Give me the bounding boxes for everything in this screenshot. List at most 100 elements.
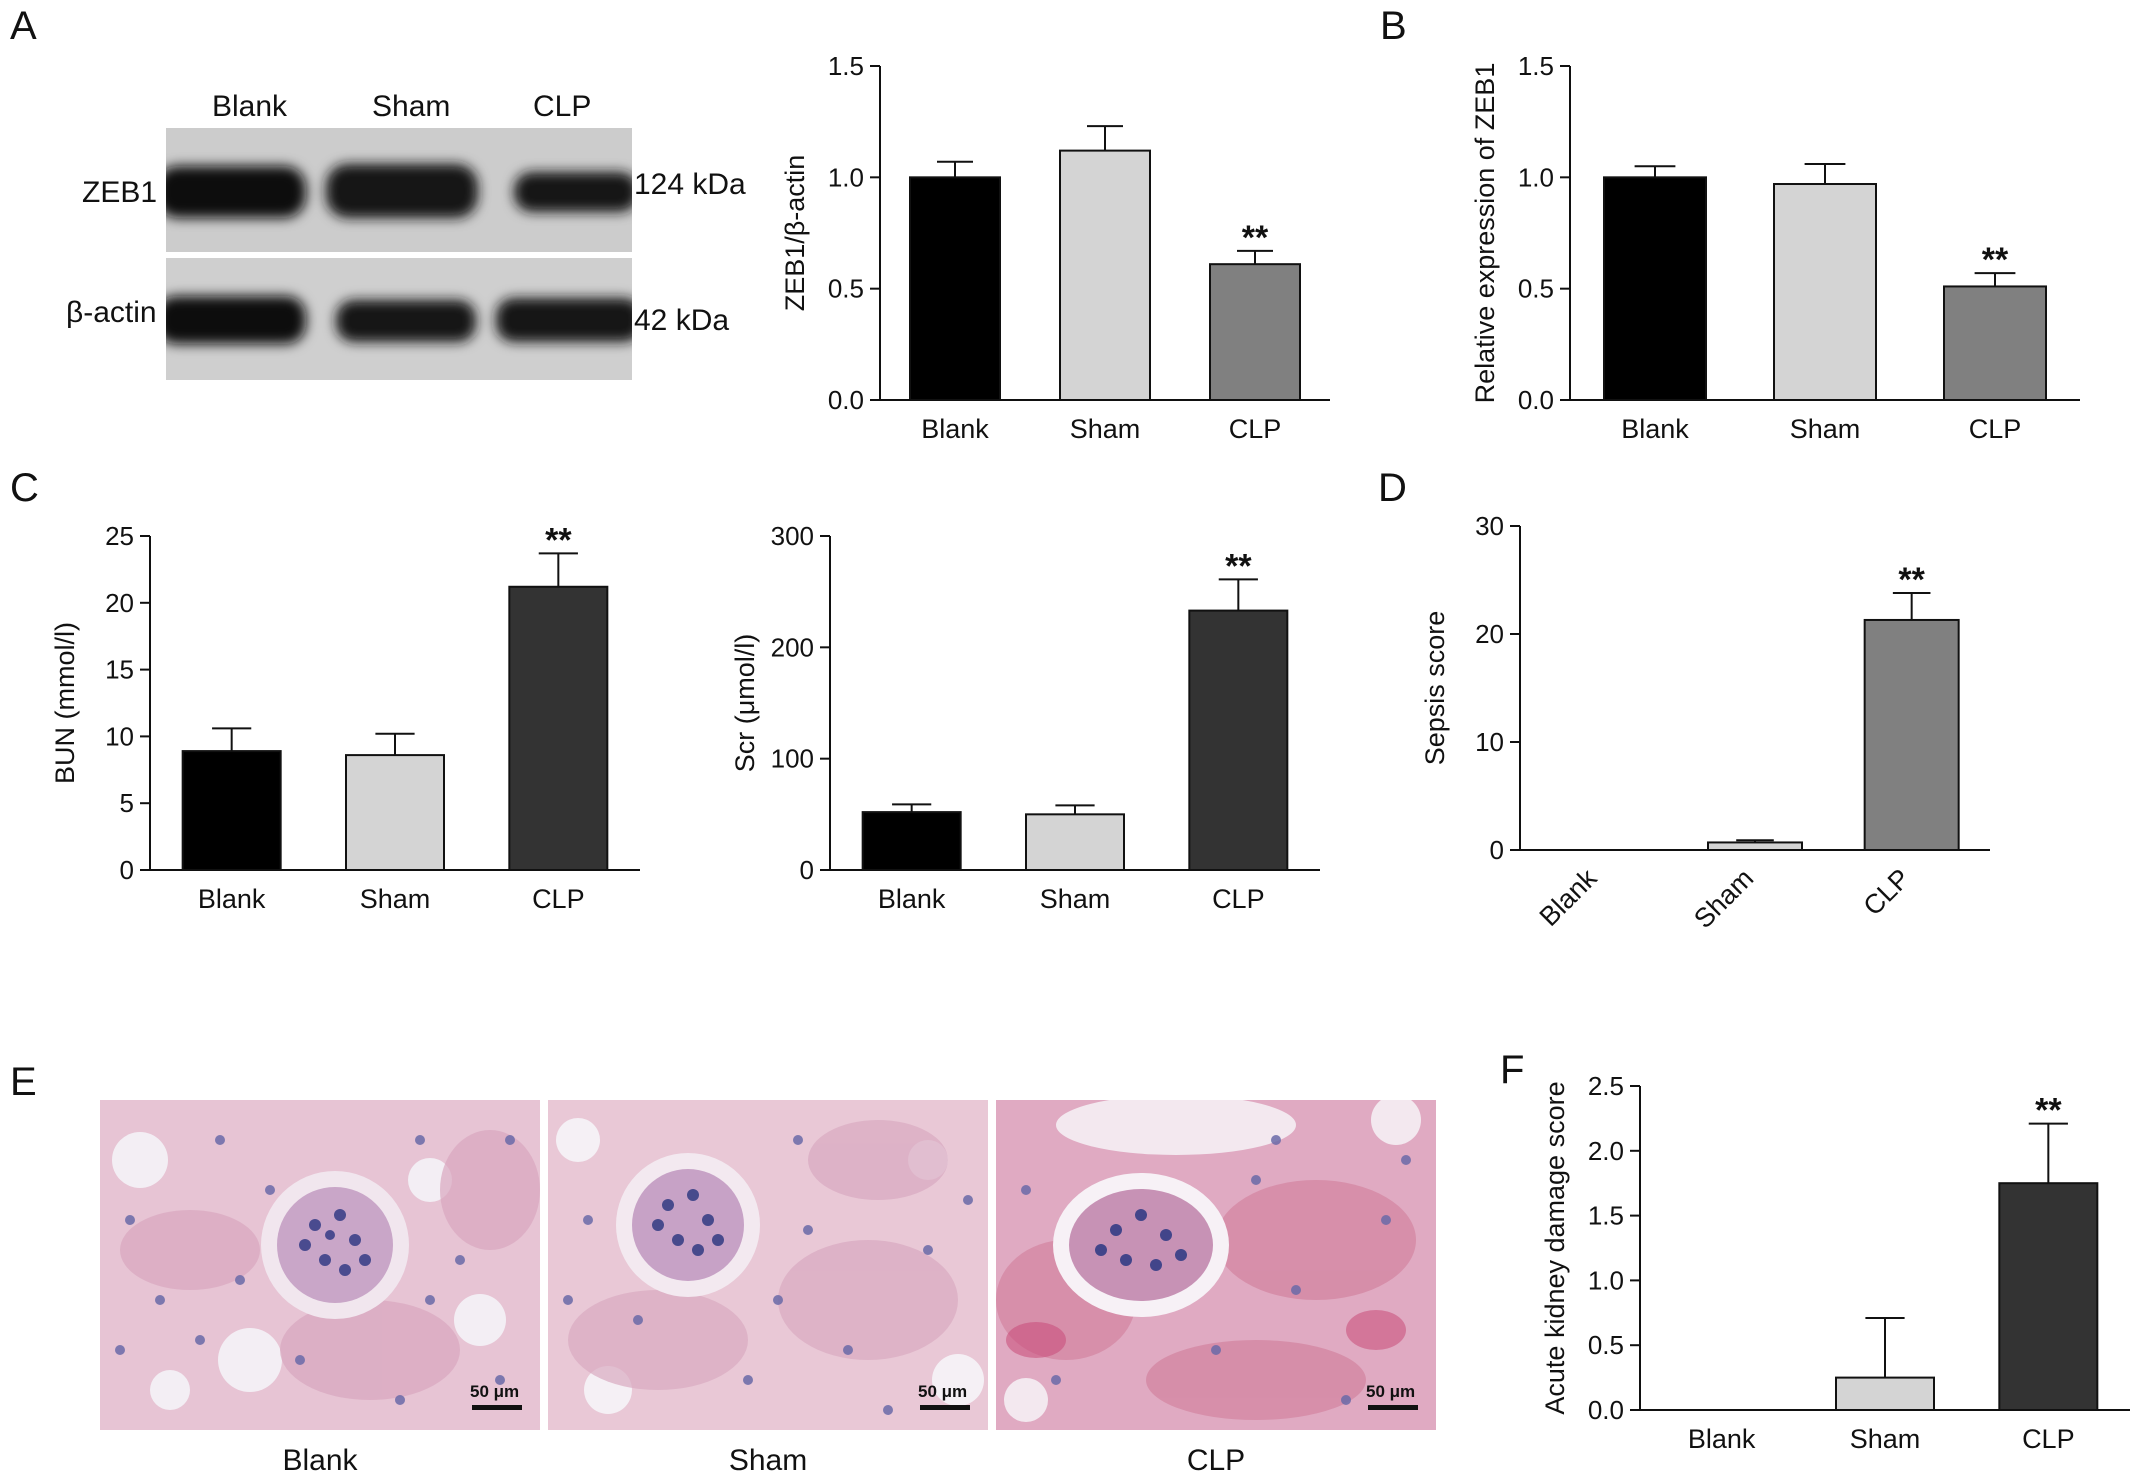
significance-label: ** (1242, 219, 1269, 257)
scale-bar (472, 1405, 522, 1410)
chart-b: 0.0 0.5 1.0 1.5 Relative expression of ZEB1 B… (1470, 51, 2080, 444)
y-tick-label: 0.0 (828, 385, 864, 415)
y-axis-label: Relative expression of ZEB1 (1470, 63, 1500, 404)
x-tick-label: CLP (1229, 414, 1282, 444)
scale-bar-label: 50 μm (1366, 1382, 1416, 1401)
blot-protein-label: ZEB1 (82, 176, 158, 209)
chart-f: 0.0 0.5 1.0 1.5 2.0 2.5 Acute kidney damage sc… (1540, 1071, 2130, 1454)
scale-bar-label: 50 μm (470, 1382, 520, 1401)
bar (1603, 176, 1707, 401)
x-tick-label: Sham (360, 884, 431, 914)
significance-label: ** (545, 521, 572, 559)
y-tick-label: 0 (120, 855, 134, 885)
scale-bar (920, 1405, 970, 1410)
y-axis-label: Sepsis score (1420, 611, 1450, 766)
bar (1025, 813, 1125, 872)
y-tick-label: 20 (105, 588, 134, 618)
scale-bar-label: 50 μm (918, 1382, 968, 1401)
panel-label-c: C (10, 466, 39, 510)
significance-label: ** (1898, 561, 1925, 599)
x-tick-label: CLP (1969, 414, 2022, 444)
blot-size-label: 42 kDa (634, 304, 730, 337)
x-tick-label: Sham (1688, 863, 1759, 934)
bar (861, 811, 962, 871)
y-tick-label: 300 (771, 521, 814, 551)
y-tick-label: 15 (105, 655, 134, 685)
bar (508, 585, 609, 871)
x-tick-label: CLP (532, 884, 585, 914)
y-tick-label: 0.0 (1518, 385, 1554, 415)
scale-bar (1368, 1405, 1418, 1410)
bar (1059, 149, 1151, 402)
y-tick-label: 5 (120, 788, 134, 818)
micrograph-label: Sham (728, 1444, 808, 1477)
y-tick-label: 10 (105, 721, 134, 751)
chart-a-quant: 0.0 0.5 1.0 1.5 ZEB1/β-actin Blank Sham ** CLP (780, 51, 1330, 444)
x-tick-label: Sham (1850, 1424, 1921, 1454)
y-tick-label: 10 (1475, 727, 1504, 757)
blot-lane-label: Blank (212, 90, 288, 123)
x-tick-label: Sham (1040, 884, 1111, 914)
y-tick-label: 100 (771, 744, 814, 774)
x-tick-label: CLP (1858, 863, 1916, 921)
bar (1188, 609, 1289, 872)
chart-c-scr: 0 100 200 300 Scr (μmol/l) Blank Sham ** CLP (730, 521, 1320, 914)
y-tick-label: 0.0 (1588, 1395, 1624, 1425)
y-tick-label: 1.0 (828, 162, 864, 192)
y-tick-label: 0 (1490, 835, 1504, 865)
panel-label-a: A (10, 4, 37, 48)
bar (1835, 1376, 1935, 1412)
y-axis-label: Scr (μmol/l) (730, 634, 760, 773)
bar (345, 754, 445, 871)
x-tick-label: CLP (2022, 1424, 2075, 1454)
x-tick-label: CLP (1212, 884, 1265, 914)
micrograph-label: CLP (1186, 1444, 1246, 1477)
y-tick-label: 1.0 (1588, 1265, 1624, 1295)
chart-d: 0 10 20 30 Sepsis score Blank Sham ** CLP (1420, 511, 1990, 934)
y-tick-label: 0 (800, 855, 814, 885)
y-axis-label: BUN (mmol/l) (50, 622, 80, 784)
y-tick-label: 2.5 (1588, 1071, 1624, 1101)
chart-c-bun: 0 5 10 15 20 25 BUN (mmol/l) Blank Sham ** CLP (50, 521, 640, 914)
y-tick-label: 1.5 (1518, 51, 1554, 81)
y-tick-label: 20 (1475, 619, 1504, 649)
panel-label-f: F (1500, 1048, 1525, 1092)
x-tick-label: Blank (921, 414, 989, 444)
y-tick-label: 25 (105, 521, 134, 551)
y-axis-label: ZEB1/β-actin (780, 155, 810, 312)
significance-label: ** (2035, 1092, 2062, 1130)
micrograph-clp (996, 1100, 1436, 1430)
x-tick-label: Blank (198, 884, 266, 914)
significance-label: ** (1982, 241, 2009, 279)
bar (1943, 285, 2047, 401)
bar (181, 750, 282, 871)
y-tick-label: 0.5 (1518, 274, 1554, 304)
y-tick-label: 0.5 (828, 274, 864, 304)
y-axis-label: Acute kidney damage score (1540, 1081, 1570, 1414)
y-tick-label: 30 (1475, 511, 1504, 541)
blot-size-label: 124 kDa (634, 168, 746, 201)
y-tick-label: 200 (771, 632, 814, 662)
bar (1998, 1182, 2099, 1411)
micrograph-sham (548, 1100, 988, 1430)
panel-label-b: B (1380, 4, 1407, 48)
bar (1773, 183, 1877, 401)
bar (1209, 263, 1301, 401)
x-tick-label: Sham (1790, 414, 1861, 444)
x-tick-label: Blank (1621, 414, 1689, 444)
panel-label-e: E (10, 1060, 37, 1104)
blot-image (166, 128, 632, 380)
y-tick-label: 1.5 (1588, 1201, 1624, 1231)
y-tick-label: 0.5 (1588, 1330, 1624, 1360)
y-tick-label: 1.0 (1518, 162, 1554, 192)
y-tick-label: 1.5 (828, 51, 864, 81)
micrograph-label: Blank (282, 1444, 358, 1477)
x-tick-label: Blank (878, 884, 946, 914)
bar (909, 176, 1001, 401)
bar (1707, 841, 1803, 852)
panel-label-d: D (1378, 466, 1407, 510)
blot-lane-label: Sham (372, 90, 451, 123)
blot-lane-label: CLP (533, 90, 592, 123)
blot-protein-label: β-actin (66, 296, 157, 329)
bar (1863, 618, 1960, 851)
